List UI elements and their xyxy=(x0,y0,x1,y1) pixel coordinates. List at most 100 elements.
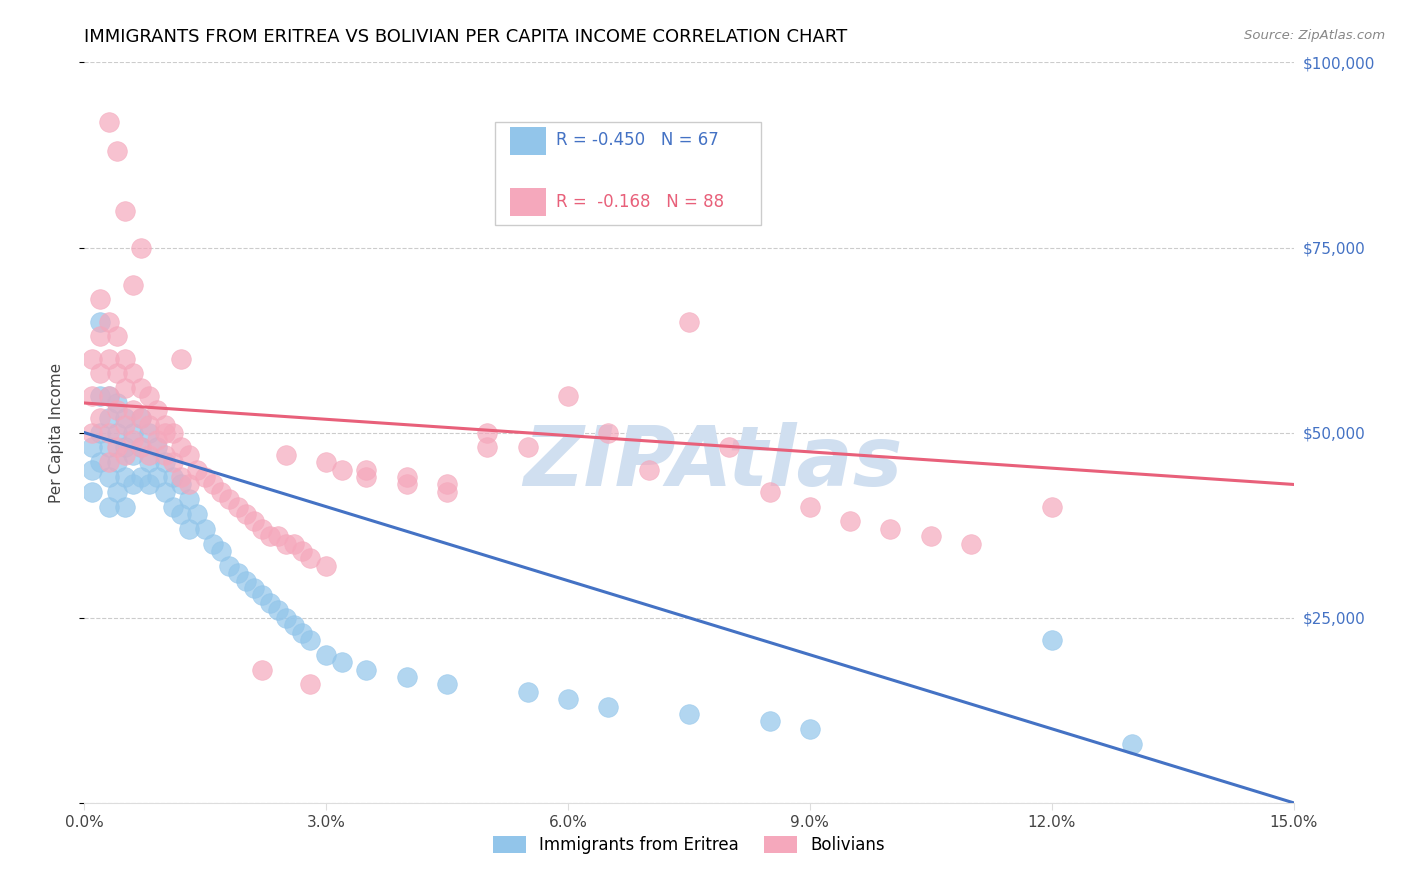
Point xyxy=(283,618,305,632)
Point xyxy=(395,470,418,484)
Point xyxy=(235,574,257,588)
Point xyxy=(202,536,225,550)
Point xyxy=(1040,500,1063,514)
Point xyxy=(146,441,169,455)
Point xyxy=(179,448,201,462)
Text: R = -0.450   N = 67: R = -0.450 N = 67 xyxy=(555,131,718,149)
Point xyxy=(395,670,418,684)
Point xyxy=(920,529,942,543)
Point xyxy=(209,544,232,558)
Text: R =  -0.168   N = 88: R = -0.168 N = 88 xyxy=(555,193,724,211)
Point xyxy=(179,477,201,491)
Point xyxy=(97,500,120,514)
Point xyxy=(114,418,136,433)
Point xyxy=(259,596,281,610)
Point xyxy=(839,515,862,529)
Point xyxy=(97,388,120,402)
Point xyxy=(477,425,499,440)
Point xyxy=(598,425,620,440)
Point xyxy=(194,470,217,484)
Point xyxy=(129,381,152,395)
Point xyxy=(194,522,217,536)
Point xyxy=(97,388,120,402)
Point xyxy=(82,388,104,402)
Point xyxy=(146,470,169,484)
Point xyxy=(516,685,538,699)
Point xyxy=(598,699,620,714)
Point xyxy=(114,470,136,484)
Point xyxy=(250,522,273,536)
Point xyxy=(250,663,273,677)
Legend: Immigrants from Eritrea, Bolivians: Immigrants from Eritrea, Bolivians xyxy=(486,830,891,861)
FancyBboxPatch shape xyxy=(495,121,762,226)
Point xyxy=(138,448,160,462)
Point xyxy=(267,603,290,617)
Point xyxy=(678,706,700,721)
Point xyxy=(250,589,273,603)
Point xyxy=(799,500,821,514)
Point xyxy=(82,441,104,455)
Point xyxy=(153,448,176,462)
Point xyxy=(209,484,232,499)
Point xyxy=(89,329,111,343)
Bar xyxy=(510,127,547,155)
Point xyxy=(82,425,104,440)
Point xyxy=(138,477,160,491)
Point xyxy=(477,441,499,455)
Point xyxy=(138,418,160,433)
Point xyxy=(121,425,143,440)
Point xyxy=(315,648,337,662)
Point xyxy=(202,477,225,491)
Point xyxy=(274,536,297,550)
Point xyxy=(121,277,143,292)
Point xyxy=(299,551,322,566)
Point xyxy=(105,329,128,343)
Point xyxy=(718,441,741,455)
Point xyxy=(315,455,337,469)
Point xyxy=(105,145,128,159)
Point xyxy=(242,581,264,595)
Point xyxy=(226,566,249,581)
Point xyxy=(105,441,128,455)
Point xyxy=(146,403,169,417)
Point xyxy=(114,381,136,395)
Point xyxy=(129,441,152,455)
Point xyxy=(97,425,120,440)
Point xyxy=(89,425,111,440)
Point xyxy=(162,455,184,469)
Point xyxy=(960,536,983,550)
Point xyxy=(121,433,143,447)
Point xyxy=(1040,632,1063,647)
Point xyxy=(89,410,111,425)
Point xyxy=(82,484,104,499)
Y-axis label: Per Capita Income: Per Capita Income xyxy=(49,362,63,503)
Point xyxy=(436,477,458,491)
Point xyxy=(129,410,152,425)
Point xyxy=(299,632,322,647)
Point xyxy=(97,351,120,366)
Point xyxy=(274,610,297,624)
Point xyxy=(299,677,322,691)
Point xyxy=(356,663,378,677)
Point xyxy=(557,692,579,706)
Bar xyxy=(510,188,547,217)
Point xyxy=(179,522,201,536)
Point xyxy=(138,425,160,440)
Point xyxy=(226,500,249,514)
Text: IMMIGRANTS FROM ERITREA VS BOLIVIAN PER CAPITA INCOME CORRELATION CHART: IMMIGRANTS FROM ERITREA VS BOLIVIAN PER … xyxy=(84,28,848,45)
Point xyxy=(121,477,143,491)
Point xyxy=(97,455,120,469)
Point xyxy=(97,441,120,455)
Point xyxy=(129,470,152,484)
Point xyxy=(879,522,901,536)
Point xyxy=(146,433,169,447)
Point xyxy=(138,455,160,469)
Point xyxy=(121,367,143,381)
Point xyxy=(291,625,314,640)
Point xyxy=(97,114,120,128)
Point xyxy=(170,470,193,484)
Point xyxy=(89,367,111,381)
Point xyxy=(170,507,193,521)
Point xyxy=(637,462,659,476)
Point xyxy=(170,441,193,455)
